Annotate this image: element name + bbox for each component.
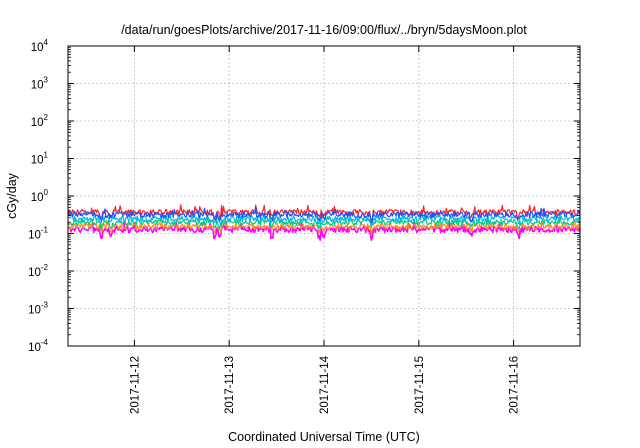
x-tick-label: 2017-11-15 — [414, 356, 426, 414]
y-tick-base: 10 — [28, 230, 41, 242]
y-tick-exponent: -4 — [41, 338, 49, 347]
y-axis-label: cGy/day — [5, 172, 19, 219]
y-tick-exponent: 4 — [44, 38, 49, 47]
x-tick-label: 2017-11-14 — [319, 355, 331, 414]
y-tick-label: 102 — [31, 113, 49, 129]
y-tick-label: 10-4 — [28, 338, 48, 354]
x-tick-label: 2017-11-12 — [129, 356, 141, 414]
y-tick-exponent: 0 — [44, 188, 49, 197]
y-tick-base: 10 — [31, 117, 44, 129]
y-tick-base: 10 — [31, 42, 44, 54]
series-line — [67, 218, 581, 235]
y-tick-base: 10 — [28, 342, 41, 354]
series-line — [67, 206, 581, 224]
y-tick-exponent: -2 — [41, 263, 49, 272]
series-layer — [67, 204, 581, 242]
y-tick-label: 10-1 — [28, 226, 48, 242]
y-tick-base: 10 — [28, 267, 41, 279]
y-tick-label: 103 — [31, 76, 49, 92]
x-axis: 2017-11-12 2017-11-13 2017-11-14 2017-11-15… — [129, 46, 521, 414]
series-line — [67, 214, 581, 230]
y-tick-exponent: -3 — [41, 301, 49, 310]
y-tick-label: 104 — [31, 38, 49, 54]
y-tick-label: 100 — [31, 188, 49, 204]
series-line — [67, 204, 581, 221]
y-tick-base: 10 — [31, 155, 44, 167]
y-tick-base: 10 — [31, 192, 44, 204]
x-tick-label: 2017-11-13 — [224, 356, 236, 414]
y-tick-base: 10 — [28, 305, 41, 317]
y-tick-label: 101 — [31, 151, 49, 167]
x-tick-label: 2017-11-16 — [509, 356, 521, 414]
chart-title: /data/run/goesPlots/archive/2017-11-16/0… — [121, 23, 527, 37]
grid — [68, 46, 580, 346]
y-tick-exponent: -1 — [41, 226, 49, 235]
y-tick-base: 10 — [31, 80, 44, 92]
x-axis-label: Coordinated Universal Time (UTC) — [228, 430, 420, 444]
y-tick-label: 10-3 — [28, 301, 48, 317]
y-tick-label: 10-2 — [28, 263, 48, 279]
y-tick-exponent: 1 — [44, 151, 49, 160]
y-tick-exponent: 2 — [44, 113, 49, 122]
y-tick-exponent: 3 — [44, 76, 49, 85]
